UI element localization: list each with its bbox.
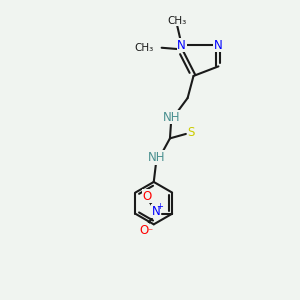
Text: N: N xyxy=(214,39,223,52)
Text: ⁻: ⁻ xyxy=(147,227,152,237)
Text: N: N xyxy=(177,39,186,52)
Text: NH: NH xyxy=(148,151,165,164)
Text: CH₃: CH₃ xyxy=(134,43,153,53)
Text: +: + xyxy=(156,202,163,211)
Text: N: N xyxy=(152,205,161,218)
Text: O: O xyxy=(140,224,149,237)
Text: NH: NH xyxy=(163,111,180,124)
Text: O: O xyxy=(142,190,152,202)
Text: S: S xyxy=(188,126,195,139)
Text: CH₃: CH₃ xyxy=(168,16,187,26)
